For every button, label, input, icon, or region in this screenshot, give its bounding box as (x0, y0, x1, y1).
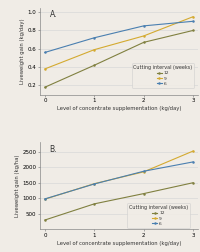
12 (192, 181, 194, 184)
12 (192, 29, 194, 32)
9 (192, 15, 194, 18)
12 (142, 41, 145, 44)
9 (142, 35, 145, 38)
12 (44, 218, 46, 222)
Line: 9: 9 (44, 15, 194, 70)
6 (192, 20, 194, 23)
Line: 6: 6 (44, 20, 194, 54)
Text: A.: A. (49, 10, 57, 19)
6 (192, 161, 194, 164)
Y-axis label: Liveweight gain (kg/ha): Liveweight gain (kg/ha) (15, 154, 20, 217)
12 (142, 192, 145, 195)
9 (142, 170, 145, 173)
Y-axis label: Liveweight gain (kg/day): Liveweight gain (kg/day) (20, 18, 25, 84)
X-axis label: Level of concentrate supplementation (kg/day): Level of concentrate supplementation (kg… (57, 241, 181, 245)
6 (93, 182, 96, 185)
Legend: 12, 9, 6: 12, 9, 6 (127, 203, 190, 228)
6 (142, 170, 145, 173)
Line: 9: 9 (44, 150, 194, 200)
9 (192, 149, 194, 152)
Line: 6: 6 (44, 161, 194, 200)
9 (44, 198, 46, 201)
6 (93, 36, 96, 39)
X-axis label: Level of concentrate supplementation (kg/day): Level of concentrate supplementation (kg… (57, 106, 181, 111)
12 (93, 64, 96, 67)
9 (44, 67, 46, 70)
Line: 12: 12 (44, 29, 194, 88)
Legend: 12, 9, 6: 12, 9, 6 (132, 63, 194, 87)
Text: B.: B. (49, 145, 57, 154)
6 (142, 24, 145, 27)
9 (93, 182, 96, 185)
6 (44, 51, 46, 54)
6 (44, 197, 46, 200)
12 (44, 86, 46, 89)
12 (93, 202, 96, 205)
Line: 12: 12 (44, 181, 194, 221)
9 (93, 48, 96, 51)
